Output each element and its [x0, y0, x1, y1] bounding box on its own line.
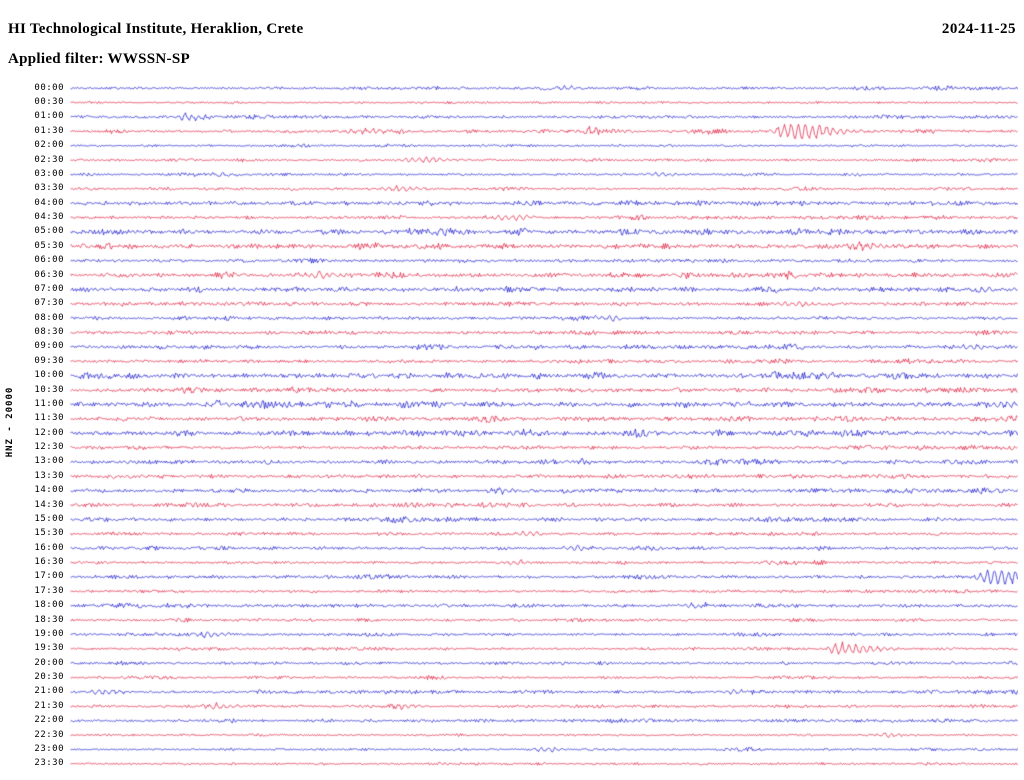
time-label: 07:00: [34, 283, 64, 294]
time-label: 09:00: [34, 341, 64, 352]
time-label: 05:00: [34, 226, 64, 237]
time-label: 04:30: [34, 212, 64, 223]
time-label: 00:30: [34, 97, 64, 108]
station-title: HI Technological Institute, Heraklion, C…: [8, 21, 304, 37]
time-label: 12:30: [34, 442, 64, 453]
time-label: 18:00: [34, 600, 64, 611]
time-label: 01:00: [34, 111, 64, 122]
time-label: 16:00: [34, 542, 64, 553]
time-label: 10:00: [34, 370, 64, 381]
time-label: 16:30: [34, 557, 64, 568]
time-label: 13:00: [34, 456, 64, 467]
time-label: 22:30: [34, 729, 64, 740]
time-label: 15:00: [34, 513, 64, 524]
time-label: 03:00: [34, 168, 64, 179]
time-label: 21:00: [34, 686, 64, 697]
time-label: 04:00: [34, 197, 64, 208]
time-label: 14:30: [34, 499, 64, 510]
time-label: 18:30: [34, 614, 64, 625]
time-label: 19:00: [34, 628, 64, 639]
time-label: 20:30: [34, 672, 64, 683]
time-label: 09:30: [34, 355, 64, 366]
time-label: 17:30: [34, 585, 64, 596]
time-label: 02:30: [34, 154, 64, 165]
time-label: 06:00: [34, 255, 64, 266]
time-label: 10:30: [34, 384, 64, 395]
time-label: 08:00: [34, 312, 64, 323]
time-label: 17:00: [34, 571, 64, 582]
time-label: 14:00: [34, 485, 64, 496]
time-label: 11:00: [34, 398, 64, 409]
time-label: 00:00: [34, 82, 64, 93]
time-label: 01:30: [34, 125, 64, 136]
time-label: 21:30: [34, 700, 64, 711]
time-label: 08:30: [34, 327, 64, 338]
time-label: 05:30: [34, 240, 64, 251]
time-label: 13:30: [34, 470, 64, 481]
record-date: 2024-11-25: [941, 21, 1016, 37]
helicorder-plot: HNZ - 20000 00:00 00:30 01:00 01:30 02:00 02:…: [0, 81, 1024, 775]
time-label: 06:30: [34, 269, 64, 280]
time-label: 23:30: [34, 758, 64, 769]
time-label: 20:00: [34, 657, 64, 668]
seismogram-canvas: [70, 81, 1018, 771]
time-label: 23:00: [34, 743, 64, 754]
time-label: 12:00: [34, 427, 64, 438]
time-label: 22:00: [34, 715, 64, 726]
filter-line: Applied filter: WWSSN-SP: [8, 51, 190, 67]
time-label: 19:30: [34, 643, 64, 654]
time-label: 03:30: [34, 183, 64, 194]
time-label: 15:30: [34, 528, 64, 539]
time-label: 07:30: [34, 298, 64, 309]
time-label: 02:00: [34, 140, 64, 151]
time-label: 11:30: [34, 413, 64, 424]
